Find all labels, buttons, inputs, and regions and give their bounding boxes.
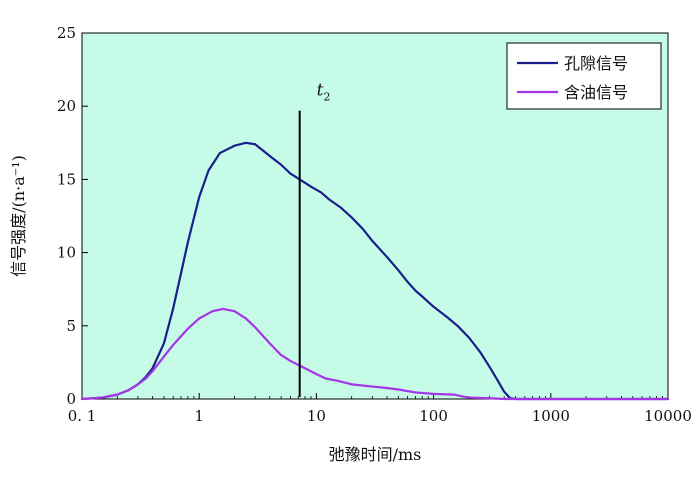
t2-marker-label-subscript: 2: [324, 91, 331, 104]
series-lines: [80, 141, 670, 401]
legend-label-oil: 含油信号: [564, 83, 628, 102]
t2-marker: t2: [298, 81, 331, 397]
t2-marker-label: t2: [317, 81, 331, 104]
series-line-oil: [80, 307, 670, 401]
y-tick-label: 25: [57, 24, 76, 42]
y-axis-title: 信号强度/(n·a⁻¹): [9, 155, 28, 277]
x-tick-label: 1000: [532, 407, 570, 425]
series-line-pore: [80, 141, 670, 401]
y-tick-label: 10: [57, 244, 76, 262]
legend: 孔隙信号 含油信号: [506, 42, 662, 110]
x-tick-label: 10: [307, 407, 326, 425]
t2-marker-label-main: t: [317, 81, 324, 101]
y-tick-label: 0: [66, 390, 76, 408]
y-tick-label: 15: [57, 170, 76, 188]
x-axis-title: 弛豫时间/ms: [329, 445, 422, 464]
x-tick-label: 1: [194, 407, 204, 425]
x-tick-label: 10000: [644, 407, 692, 425]
legend-label-pore: 孔隙信号: [564, 54, 628, 73]
y-tick-label: 5: [66, 317, 76, 335]
x-tick-label: 0. 1: [68, 407, 97, 425]
y-tick-label: 20: [57, 97, 76, 115]
legend-box: [506, 42, 662, 110]
tick-labels: 0 5 10 15 20 25 0. 1 1 10 100 1000 10000: [57, 24, 692, 425]
x-tick-label: 100: [419, 407, 448, 425]
